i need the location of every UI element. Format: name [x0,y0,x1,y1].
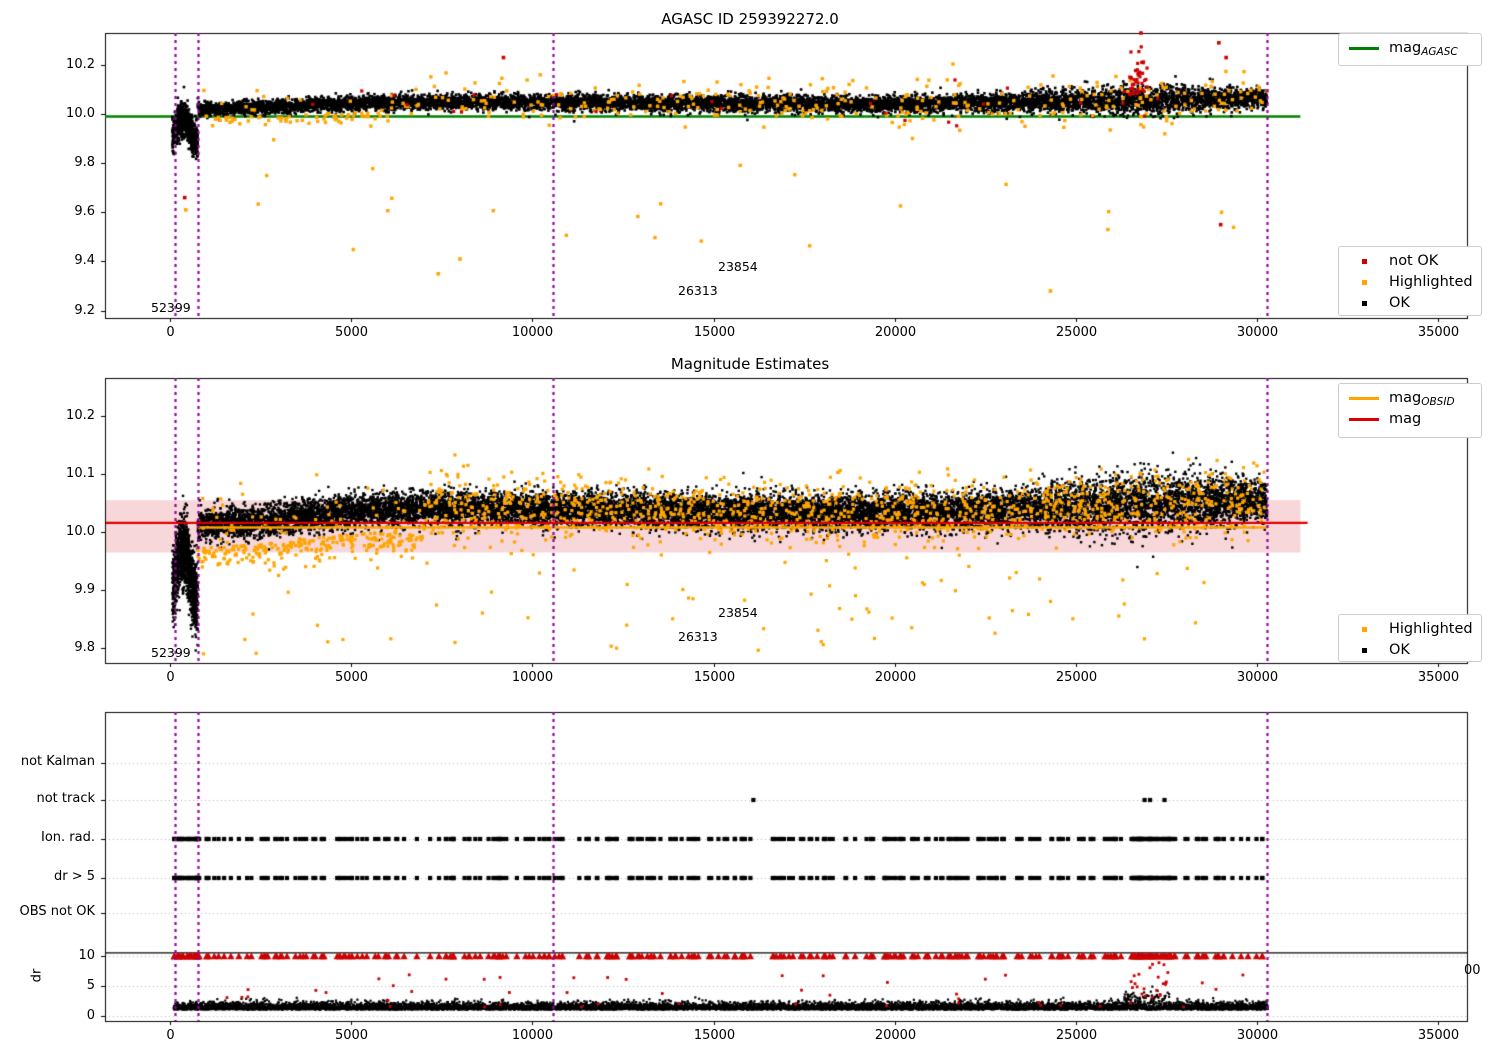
x-tick-20000: 20000 [874,670,917,685]
dr-tick-0: 0 [86,1007,95,1023]
legend-label: magOBSID [1389,390,1455,409]
legend-entry-highlighted: Highlighted [1347,272,1473,293]
annotation-23854-panel1: 23854 [718,259,758,274]
x-tick-25000: 25000 [1055,325,1098,340]
legend-entry-mag-agasc: magAGASC [1347,38,1473,59]
legend-label: mag [1389,411,1422,428]
flag-label-dr-5: dr > 5 [53,869,95,884]
y-tick-10.0: 10.0 [66,523,95,539]
panel-2-title: Magnitude Estimates [670,355,830,373]
x-tick-0: 0 [166,670,175,685]
legend-entry-ok: OK [1347,293,1473,314]
y-tick-10.2: 10.2 [66,56,95,72]
page-title: AGASC ID 259392272.0 [661,10,839,28]
x-tick-5000: 5000 [334,325,369,340]
x-tick-15000: 15000 [693,670,736,685]
y-tick-9.4: 9.4 [74,252,95,268]
line-swatch-icon [1347,418,1381,421]
legend-label: magAGASC [1389,40,1458,59]
legend-entry-not-ok: not OK [1347,251,1473,272]
dot-swatch-icon [1347,301,1381,306]
flag-label-not-kalman: not Kalman [20,754,95,769]
flag-label-not-track: not track [36,791,95,806]
flag-label-obs-not-ok: OBS not OK [19,904,96,919]
x-tick-25000: 25000 [1055,1028,1098,1043]
legend-status-panel2[interactable]: Highlighted OK [1338,614,1482,662]
legend-label: Highlighted [1389,274,1473,291]
x-tick-15000: 15000 [693,1028,736,1043]
annotation-23854-panel2: 23854 [718,605,758,620]
flag-label-ion-rad-: Ion. rad. [41,830,95,845]
legend-entry-highlighted: Highlighted [1347,619,1473,640]
x-tick-30000: 30000 [1236,325,1279,340]
x-tick-20000: 20000 [874,325,917,340]
x-tick-0: 0 [166,1028,175,1043]
y-tick-9.9: 9.9 [74,581,95,597]
y-tick-10.2: 10.2 [66,407,95,423]
dot-swatch-icon [1347,280,1381,285]
legend-entry-mag-obsid: magOBSID [1347,388,1473,409]
annotation-26313-panel1: 26313 [678,283,718,298]
y-tick-9.8: 9.8 [74,639,95,655]
dot-swatch-icon [1347,259,1381,264]
dr-tick-5: 5 [86,977,95,993]
x-tick-30000: 30000 [1236,1028,1279,1043]
line-swatch-icon [1347,397,1381,400]
x-tick-35000: 35000 [1417,1028,1460,1043]
legend-label: Highlighted [1389,621,1473,638]
legend-entry-mag: mag [1347,409,1473,430]
dot-swatch-icon [1347,627,1381,632]
x-tick-5000: 5000 [334,1028,369,1043]
legend-mag-agasc[interactable]: magAGASC [1338,33,1482,66]
x-tick-25000: 25000 [1055,670,1098,685]
x-tick-30000: 30000 [1236,670,1279,685]
y-tick-9.8: 9.8 [74,154,95,170]
dot-swatch-icon [1347,648,1381,653]
x-tick-5000: 5000 [334,670,369,685]
legend-mag-lines-panel2[interactable]: magOBSID mag [1338,383,1482,438]
x-tick-10000: 10000 [511,325,554,340]
y-tick-10.1: 10.1 [66,465,95,481]
x-tick-35000: 35000 [1417,325,1460,340]
line-swatch-icon [1347,47,1381,50]
y-tick-9.6: 9.6 [74,203,95,219]
x-tick-20000: 20000 [874,1028,917,1043]
y-tick-10.0: 10.0 [66,105,95,121]
x-tick-35000: 35000 [1417,670,1460,685]
legend-label: OK [1389,295,1410,312]
annotation-52399-panel2: 52399 [151,645,191,660]
annotation-26313-panel2: 26313 [678,629,718,644]
x-tick-15000: 15000 [693,325,736,340]
legend-label: OK [1389,642,1410,659]
x-tick-10000: 10000 [511,1028,554,1043]
x-tick-10000: 10000 [511,670,554,685]
legend-status-panel1[interactable]: not OK Highlighted OK [1338,246,1482,316]
legend-entry-ok: OK [1347,640,1473,661]
clipped-tick-label: 00 [1464,963,1481,978]
legend-label: not OK [1389,253,1439,270]
x-tick-0: 0 [166,325,175,340]
dr-tick-10: 10 [78,947,95,963]
y-tick-9.2: 9.2 [74,302,95,318]
annotation-52399-panel1: 52399 [151,300,191,315]
